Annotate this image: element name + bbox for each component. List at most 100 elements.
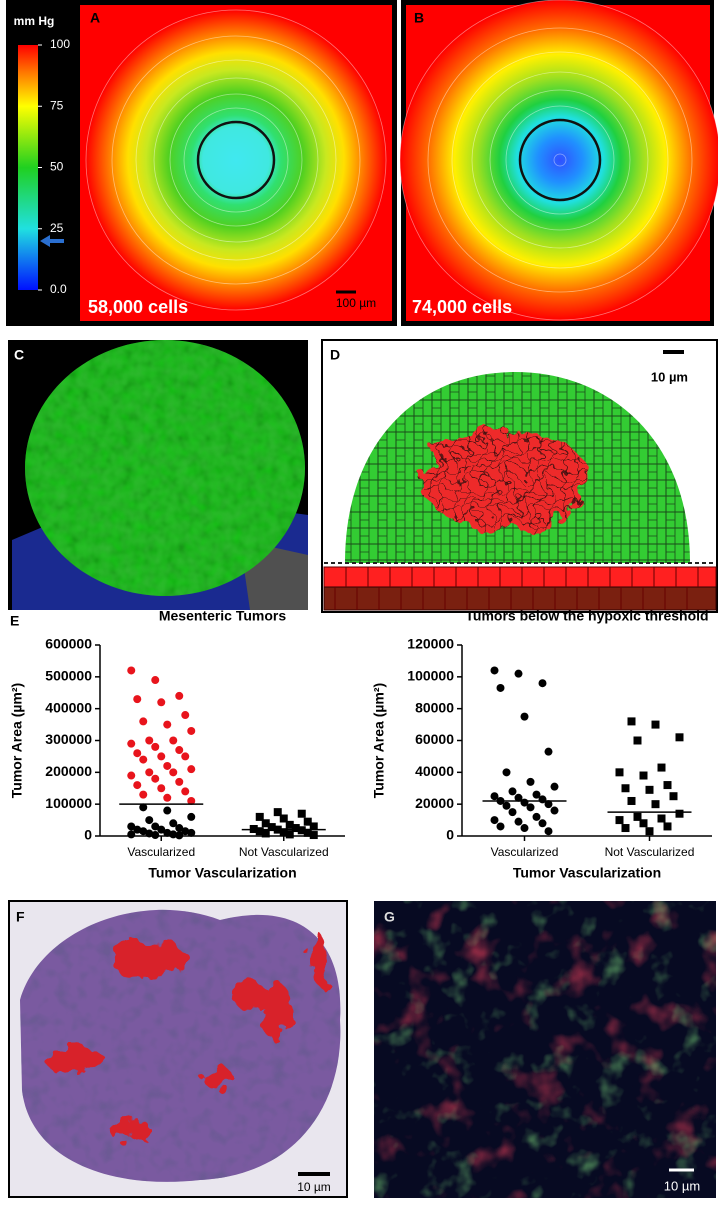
point — [187, 726, 196, 735]
capillaries — [45, 935, 330, 1140]
x-tick-label: Not Vascularized — [605, 845, 695, 859]
point — [127, 771, 136, 780]
colorbar-tick-label: 25 — [50, 221, 64, 235]
point — [297, 809, 306, 818]
point — [651, 800, 660, 809]
point — [133, 749, 142, 758]
point — [675, 809, 684, 818]
point — [514, 817, 523, 826]
point — [127, 666, 136, 675]
point — [675, 733, 684, 742]
y-tick-label: 0 — [84, 827, 92, 843]
y-tick-label: 0 — [446, 827, 454, 843]
point — [633, 736, 642, 745]
y-tick-label: 100000 — [45, 795, 92, 811]
y-tick-label: 40000 — [415, 763, 454, 779]
point — [187, 765, 196, 774]
contours — [399, 0, 718, 321]
point — [490, 816, 499, 825]
x-axis-label: Tumor Vascularization — [513, 865, 661, 881]
tumor-texture — [25, 340, 305, 596]
y-tick-label: 500000 — [45, 668, 92, 684]
point — [169, 768, 178, 777]
necrotic-core — [420, 430, 590, 530]
colorbar-tick-label: 50 — [50, 160, 64, 174]
point — [490, 666, 499, 675]
point — [133, 781, 142, 790]
point — [175, 831, 184, 840]
point — [279, 814, 288, 823]
point — [291, 824, 300, 833]
panel-label: B — [414, 10, 424, 26]
y-tick-label: 400000 — [45, 699, 92, 715]
point — [657, 763, 666, 772]
vessel-row — [323, 566, 717, 611]
cell-count: 74,000 cells — [412, 297, 512, 317]
point — [139, 790, 148, 799]
point — [139, 755, 148, 764]
tumor-boundary — [196, 120, 276, 200]
po2-gradient — [400, 0, 718, 320]
point — [267, 823, 276, 832]
point — [145, 736, 154, 745]
point — [163, 793, 172, 802]
point — [261, 829, 270, 838]
colorbar-tick-label: 100 — [50, 37, 70, 51]
y-tick-label: 120000 — [407, 636, 454, 652]
scale-bar-label: 10 µm — [297, 1180, 331, 1194]
nuclei — [20, 909, 341, 1182]
point — [127, 822, 136, 831]
vessel-grid — [334, 567, 699, 610]
point — [303, 817, 312, 826]
point — [181, 752, 190, 761]
point — [133, 825, 142, 834]
point — [526, 777, 535, 786]
point — [181, 787, 190, 796]
chart-title: Tumors below the hypoxic threshold — [465, 608, 708, 624]
point — [657, 814, 666, 823]
scale-bar-label: 10 µm — [664, 1178, 700, 1193]
chart-title: Mesenteric Tumors — [159, 608, 287, 624]
point — [538, 679, 547, 688]
point — [526, 803, 535, 812]
y-tick-label: 80000 — [415, 699, 454, 715]
colorbar-label: mm Hg — [14, 14, 55, 28]
panel-label: F — [16, 909, 25, 925]
point — [309, 831, 318, 840]
point — [157, 752, 166, 761]
point — [145, 768, 154, 777]
point — [544, 800, 553, 809]
green-stain — [374, 901, 716, 1198]
point — [187, 796, 196, 805]
point — [508, 787, 517, 796]
point — [151, 742, 160, 751]
point — [615, 768, 624, 777]
x-tick-label: Vascularized — [127, 845, 195, 859]
x-axis-label: Tumor Vascularization — [148, 865, 296, 881]
point — [663, 822, 672, 831]
point — [544, 747, 553, 756]
point — [151, 822, 160, 831]
point — [175, 746, 184, 755]
point — [139, 827, 148, 836]
y-tick-label: 300000 — [45, 731, 92, 747]
tumor-boundary — [518, 118, 602, 202]
point — [139, 717, 148, 726]
scale-bar-label: 100 µm — [336, 296, 376, 310]
y-tick-label: 100000 — [407, 668, 454, 684]
point — [175, 824, 184, 833]
point — [255, 827, 264, 836]
point — [151, 676, 160, 685]
point — [163, 828, 172, 837]
point — [181, 711, 190, 720]
panel-label: D — [330, 347, 340, 363]
point — [544, 827, 553, 836]
point — [309, 822, 318, 831]
point — [133, 695, 142, 704]
point — [496, 683, 505, 692]
threshold-arrow — [40, 235, 64, 247]
panel-label: E — [10, 613, 19, 629]
point — [532, 790, 541, 799]
point — [502, 768, 511, 777]
point — [187, 812, 196, 821]
